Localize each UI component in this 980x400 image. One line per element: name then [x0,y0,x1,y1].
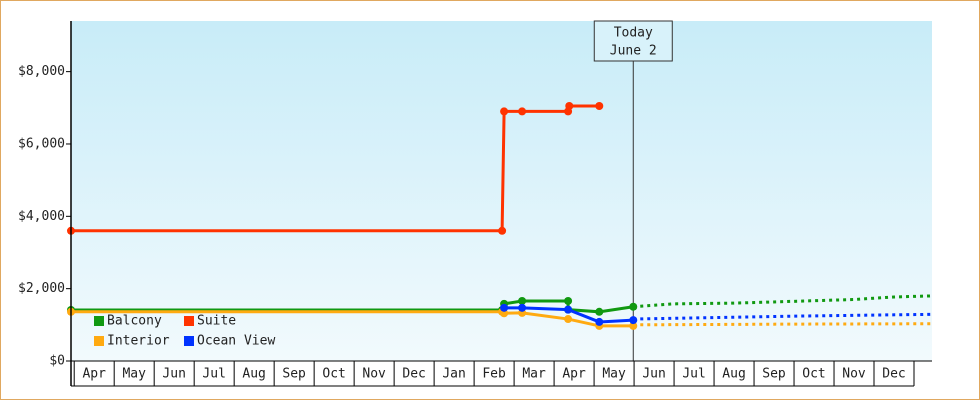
legend-label: Balcony [107,314,162,329]
point [595,307,604,316]
y-tick-label: $0 [49,354,65,369]
x-tick-label: Jul [682,367,705,382]
point [498,226,507,235]
point [595,317,604,326]
x-tick-label: Jan [442,367,465,382]
today-label: Today [614,26,653,41]
point [518,107,527,116]
point [564,296,573,305]
point [629,302,638,311]
legend-swatch [184,316,194,326]
today-label: June 2 [610,44,657,59]
x-tick-label: Aug [722,367,745,382]
legend-label: Suite [197,314,236,329]
x-tick-label: Nov [362,367,386,382]
point [565,102,574,110]
y-tick-label: $2,000 [18,281,65,296]
point [500,303,509,312]
point [564,315,573,324]
x-tick-label: Oct [802,367,825,382]
x-tick-label: Feb [482,367,506,382]
today-box [593,20,673,62]
x-tick-label: Jul [202,367,225,382]
point [595,102,604,110]
x-tick-label: Jun [642,367,665,382]
x-tick-label: Jun [162,367,185,382]
legend-label: Ocean View [197,334,275,349]
point [629,321,638,330]
point [518,296,527,305]
point [629,316,638,325]
forecast-line [633,294,933,309]
x-tick-label: Oct [322,367,345,382]
x-tick-label: May [602,367,626,382]
legend-label: Interior [107,334,170,349]
point [500,107,509,116]
point [564,305,573,314]
x-tick-label: May [122,367,146,382]
legend-swatch [94,336,104,346]
x-tick-label: Apr [82,367,106,382]
x-tick-label: Sep [282,367,306,382]
y-tick-label: $6,000 [18,136,65,151]
forecast-line [633,322,933,327]
x-tick-label: Dec [402,367,425,382]
x-tick-label: Aug [242,367,265,382]
y-tick-label: $4,000 [18,209,65,224]
x-tick-label: Dec [882,367,905,382]
forecast-line [633,312,933,321]
y-tick-label: $8,000 [18,64,65,79]
legend-swatch [94,316,104,326]
point [518,303,527,312]
x-tick-label: Sep [762,367,786,382]
legend-swatch [184,336,194,346]
x-tick-label: Apr [562,367,586,382]
x-tick-label: Mar [522,367,546,382]
x-tick-label: Nov [842,367,866,382]
